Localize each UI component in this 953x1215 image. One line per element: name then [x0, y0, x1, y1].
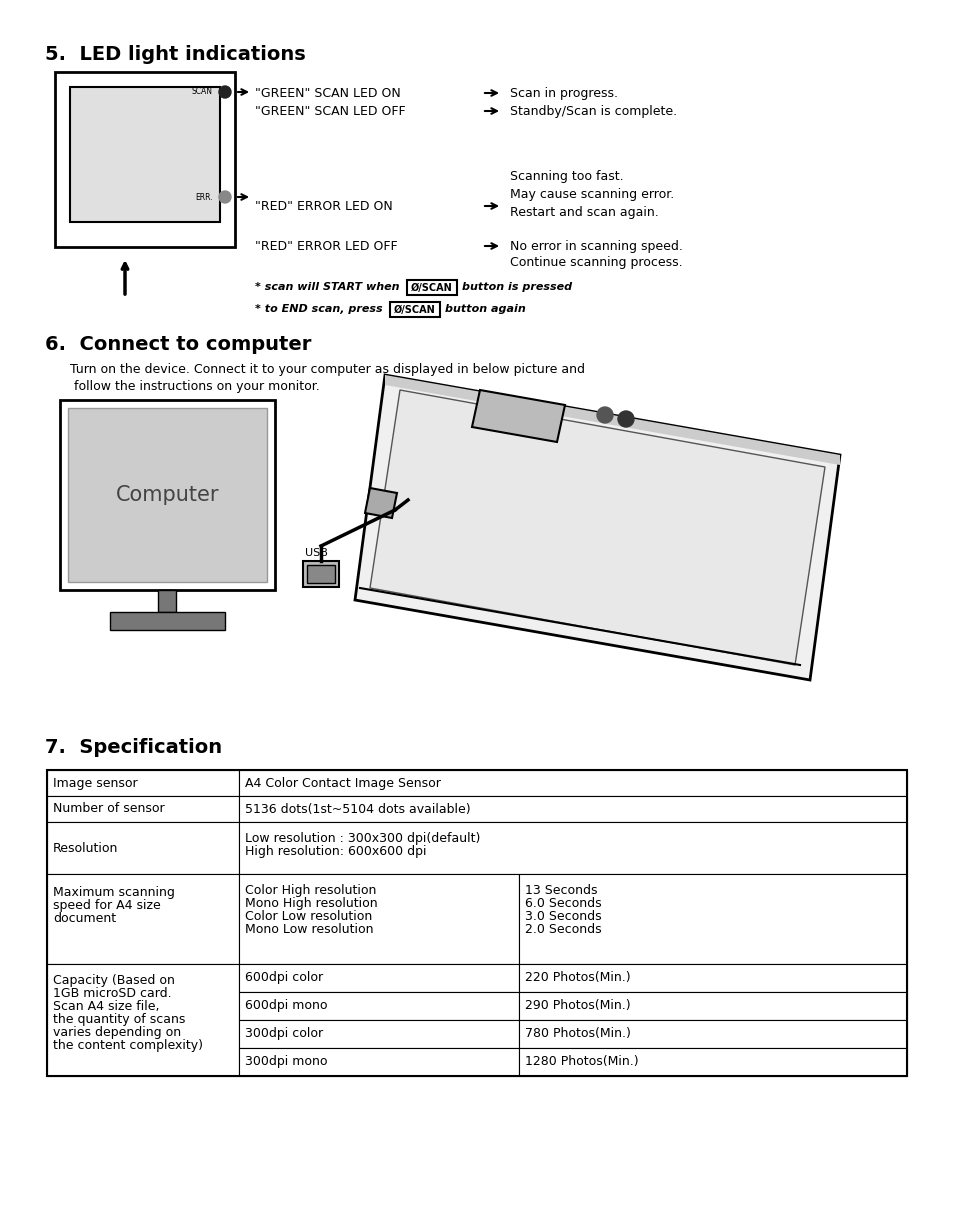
Bar [47, 963, 239, 1076]
Text: document: document [53, 912, 116, 925]
Text: Number of sensor: Number of sensor [53, 802, 165, 815]
Text: button again: button again [444, 304, 525, 313]
Bar [307, 565, 335, 583]
Text: 13 Seconds: 13 Seconds [524, 885, 597, 897]
Circle shape [597, 407, 613, 423]
Bar [518, 874, 906, 963]
Bar [239, 991, 518, 1021]
Text: No error in scanning speed.: No error in scanning speed. [510, 241, 682, 253]
Text: Color High resolution: Color High resolution [245, 885, 376, 897]
Bar [239, 796, 906, 823]
Text: Scan in progress.: Scan in progress. [510, 87, 618, 100]
Text: Resolution: Resolution [53, 842, 118, 854]
Text: 780 Photos(Min.): 780 Photos(Min.) [524, 1028, 630, 1040]
Text: * to END scan, press: * to END scan, press [254, 304, 382, 313]
Text: Image sensor: Image sensor [53, 776, 137, 790]
Bar [110, 612, 225, 631]
Text: Mono Low resolution: Mono Low resolution [245, 923, 374, 936]
Text: 300dpi mono: 300dpi mono [245, 1056, 327, 1068]
Text: the content complexity): the content complexity) [53, 1039, 203, 1052]
Text: Maximum scanning: Maximum scanning [53, 886, 174, 899]
Bar [70, 87, 220, 222]
Bar [239, 1049, 518, 1076]
Bar [303, 561, 338, 587]
Polygon shape [385, 375, 840, 465]
Bar [518, 991, 906, 1021]
Text: Standby/Scan is complete.: Standby/Scan is complete. [510, 104, 677, 118]
Text: speed for A4 size: speed for A4 size [53, 899, 161, 912]
Text: A4 Color Contact Image Sensor: A4 Color Contact Image Sensor [245, 776, 440, 790]
Text: 220 Photos(Min.): 220 Photos(Min.) [524, 972, 630, 984]
Polygon shape [370, 390, 824, 665]
Text: Capacity (Based on: Capacity (Based on [53, 974, 174, 987]
Text: 6.  Connect to computer: 6. Connect to computer [45, 335, 311, 354]
Bar [239, 770, 906, 796]
Text: 2.0 Seconds: 2.0 Seconds [524, 923, 601, 936]
Text: "RED" ERROR LED ON: "RED" ERROR LED ON [254, 200, 393, 213]
Bar [518, 1021, 906, 1049]
Text: button is pressed: button is pressed [461, 282, 572, 292]
Text: follow the instructions on your monitor.: follow the instructions on your monitor. [70, 380, 319, 392]
Polygon shape [365, 488, 396, 518]
Text: 3.0 Seconds: 3.0 Seconds [524, 910, 601, 923]
Bar [47, 796, 239, 823]
Text: Computer: Computer [115, 485, 219, 505]
Text: USB: USB [305, 548, 328, 558]
Bar [158, 590, 175, 612]
Text: * scan will START when: * scan will START when [254, 282, 399, 292]
Text: Turn on the device. Connect it to your computer as displayed in below picture an: Turn on the device. Connect it to your c… [70, 363, 584, 375]
Text: May cause scanning error.: May cause scanning error. [510, 188, 674, 200]
Text: ERR.: ERR. [195, 192, 213, 202]
Text: 6.0 Seconds: 6.0 Seconds [524, 897, 601, 910]
Bar [47, 770, 906, 1076]
Bar [55, 72, 234, 247]
Text: 1GB microSD card.: 1GB microSD card. [53, 987, 172, 1000]
Bar [239, 874, 518, 963]
Text: 1280 Photos(Min.): 1280 Photos(Min.) [524, 1056, 638, 1068]
Text: the quantity of scans: the quantity of scans [53, 1013, 185, 1027]
Bar [518, 1049, 906, 1076]
Bar [47, 823, 239, 874]
Circle shape [219, 86, 231, 98]
Bar [239, 963, 518, 991]
Text: Continue scanning process.: Continue scanning process. [510, 256, 682, 269]
Text: "GREEN" SCAN LED OFF: "GREEN" SCAN LED OFF [254, 104, 405, 118]
Text: Scan A4 size file,: Scan A4 size file, [53, 1000, 159, 1013]
Text: Ø/SCAN: Ø/SCAN [411, 283, 453, 293]
Text: 7.  Specification: 7. Specification [45, 738, 222, 757]
Text: Scanning too fast.: Scanning too fast. [510, 170, 623, 183]
Text: 290 Photos(Min.): 290 Photos(Min.) [524, 1000, 630, 1012]
Bar [390, 303, 439, 317]
Text: "RED" ERROR LED OFF: "RED" ERROR LED OFF [254, 241, 397, 253]
Bar [60, 400, 274, 590]
Text: 5136 dots(1st~5104 dots available): 5136 dots(1st~5104 dots available) [245, 802, 470, 815]
Polygon shape [472, 390, 564, 442]
Text: 600dpi mono: 600dpi mono [245, 1000, 327, 1012]
Text: varies depending on: varies depending on [53, 1027, 181, 1039]
Text: 600dpi color: 600dpi color [245, 972, 323, 984]
Text: High resolution: 600x600 dpi: High resolution: 600x600 dpi [245, 846, 426, 858]
Text: Ø/SCAN: Ø/SCAN [394, 305, 436, 315]
Bar [239, 823, 906, 874]
Text: 300dpi color: 300dpi color [245, 1028, 323, 1040]
Text: Color Low resolution: Color Low resolution [245, 910, 372, 923]
Bar [47, 874, 239, 963]
Circle shape [618, 411, 634, 426]
Bar [518, 963, 906, 991]
Text: Mono High resolution: Mono High resolution [245, 897, 377, 910]
Circle shape [219, 191, 231, 203]
Text: Restart and scan again.: Restart and scan again. [510, 207, 659, 219]
Text: Low resolution : 300x300 dpi(default): Low resolution : 300x300 dpi(default) [245, 832, 480, 844]
Text: 5.  LED light indications: 5. LED light indications [45, 45, 305, 64]
Text: SCAN: SCAN [192, 87, 213, 96]
Bar [47, 770, 239, 796]
Text: "GREEN" SCAN LED ON: "GREEN" SCAN LED ON [254, 87, 400, 100]
Bar [239, 1021, 518, 1049]
Bar [407, 279, 456, 295]
Polygon shape [355, 375, 840, 680]
Bar [68, 408, 267, 582]
